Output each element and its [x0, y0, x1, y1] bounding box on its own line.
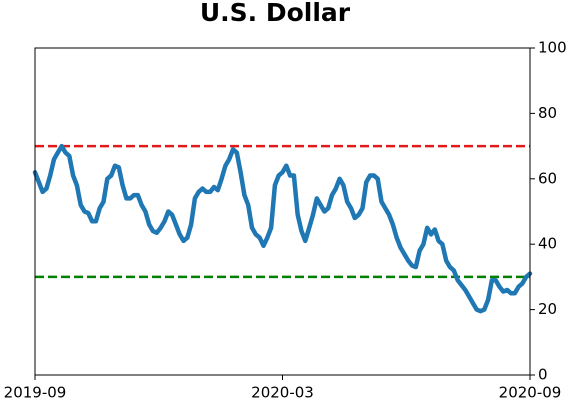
data-line [32, 143, 533, 314]
y-tick-label: 0 [538, 366, 548, 384]
x-tick-label: 2020-03 [251, 384, 314, 402]
y-tick-label: 100 [538, 39, 567, 57]
y-tick-label: 40 [538, 235, 557, 253]
x-tick-label: 2019-09 [4, 384, 67, 402]
y-tick-label: 60 [538, 169, 557, 187]
chart-title: U.S. Dollar [200, 0, 351, 27]
y-tick-label: 20 [538, 300, 557, 318]
x-tick-label: 2020-09 [499, 384, 562, 402]
y-tick-label: 80 [538, 104, 557, 122]
plot-frame [34, 47, 531, 376]
